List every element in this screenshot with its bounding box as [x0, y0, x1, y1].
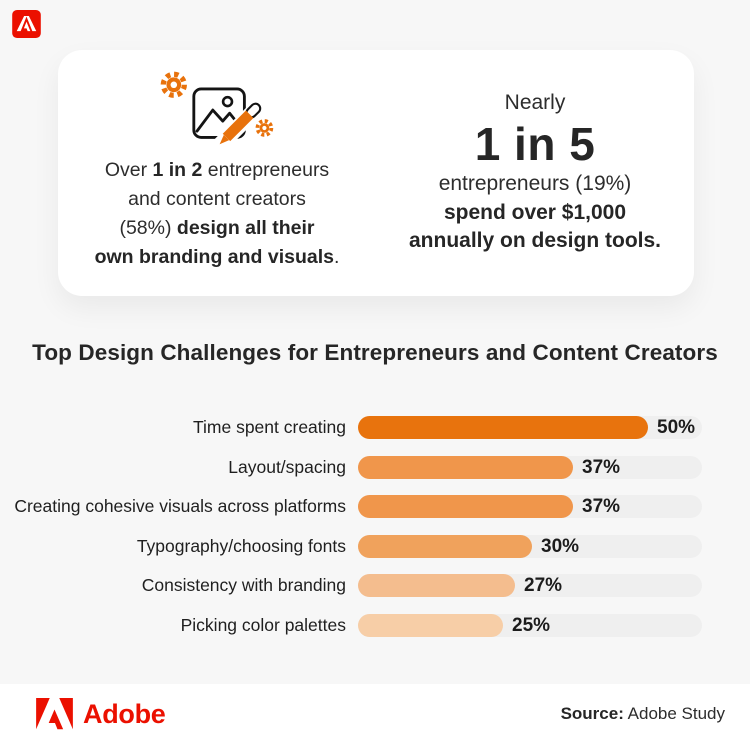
bar-track: 37% — [358, 495, 702, 518]
stat-right-intro: Nearly — [504, 91, 566, 114]
bar-track: 50% — [358, 416, 702, 439]
adobe-logo-icon — [36, 698, 73, 730]
source-value: Adobe Study — [623, 704, 725, 723]
adobe-logo-svg — [36, 698, 73, 730]
bar-value-label: 30% — [541, 535, 580, 557]
bar-track: 30% — [358, 534, 702, 558]
bar-value-label: 27% — [524, 575, 563, 596]
bar-fill — [358, 613, 503, 637]
bar-category-label: Creating cohesive visuals across platfor… — [14, 496, 346, 516]
stat-left-text-segment: Over — [104, 159, 153, 181]
bar-track: 37% — [358, 455, 702, 479]
bar-fill — [358, 455, 573, 479]
bar-category-label: Time spent creating — [192, 417, 346, 437]
bar-category-label: Typography/choosing fonts — [136, 535, 346, 556]
adobe-tag-logo-icon — [12, 10, 41, 38]
bar-fill — [358, 574, 515, 597]
stat-left-text-segment: . — [334, 246, 340, 268]
bar-value-label: 37% — [582, 456, 621, 478]
bar-category-label: Layout/spacing — [228, 456, 346, 477]
chart-title: Top Design Challenges for Entrepreneurs … — [32, 340, 718, 365]
bar-row: Picking color palettes 25% — [0, 613, 750, 637]
gear-icon — [255, 119, 274, 137]
image-editing-icon-svg — [160, 71, 274, 148]
stat-left-text-segment: own branding and visuals — [94, 246, 335, 268]
stat-right-big-number: 1 in 5 — [474, 118, 596, 170]
source-label: Source: — [560, 704, 624, 723]
footer: Adobe Source: Adobe Study — [0, 684, 750, 744]
adobe-brand-name: Adobe — [83, 698, 166, 729]
stat-right-line: spend over $1,000 — [443, 200, 627, 224]
bar-row: Consistency with branding 27% — [0, 574, 750, 597]
image-editing-icon — [158, 70, 276, 148]
stat-left-text: Over 1 in 2 entrepreneurs and content cre… — [95, 156, 340, 272]
bar-row: Typography/choosing fonts 30% — [0, 534, 750, 558]
source-credit: Source: Adobe Study — [561, 704, 725, 724]
bar-row: Layout/spacing 37% — [0, 455, 750, 479]
bar-fill — [358, 495, 573, 518]
bar-value-label: 37% — [582, 496, 621, 517]
stat-right-line: entrepreneurs (19%) — [438, 172, 632, 195]
adobe-tag-logo-svg — [12, 10, 41, 38]
stat-left-text-segment: and content creators — [128, 188, 306, 210]
stat-right-line: annually on design tools. — [408, 229, 662, 252]
bar-category-label: Picking color palettes — [180, 614, 346, 635]
bar-track: 27% — [358, 574, 702, 597]
stat-left-text-segment: (58%) — [119, 217, 177, 239]
stat-left: Over 1 in 2 entrepreneurs and content cre… — [58, 50, 376, 296]
stats-card: Over 1 in 2 entrepreneurs and content cre… — [58, 50, 694, 296]
bar-track: 25% — [358, 613, 702, 637]
stat-left-text-segment: entrepreneurs — [202, 159, 330, 181]
adobe-brand: Adobe — [36, 698, 166, 730]
bar-category-label: Consistency with branding — [141, 575, 346, 595]
bar-row: Creating cohesive visuals across platfor… — [0, 495, 750, 518]
stat-right: Nearly 1 in 5 entrepreneurs (19%) spend … — [376, 50, 694, 296]
bar-value-label: 50% — [657, 417, 696, 438]
stat-left-text-segment: design all their — [176, 217, 315, 239]
bar-row: Time spent creating 50% — [0, 416, 750, 439]
bar-value-label: 25% — [512, 614, 551, 636]
gear-icon — [160, 71, 187, 98]
bar-chart: Time spent creating 50% Layout/spacing 37% C… — [0, 416, 750, 653]
bar-fill — [358, 416, 648, 439]
bar-fill — [358, 534, 532, 558]
pencil-icon — [211, 96, 269, 148]
stat-left-text-segment: 1 in 2 — [152, 159, 203, 181]
